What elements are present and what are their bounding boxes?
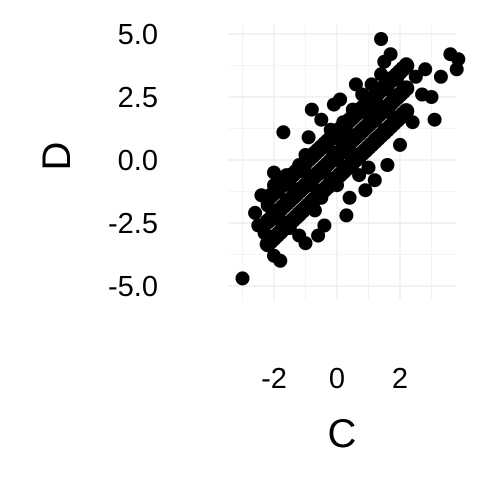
x-tick-labels: -2 0 2 xyxy=(261,363,408,395)
data-point xyxy=(418,62,433,77)
data-point xyxy=(367,173,382,188)
y-axis-title: D xyxy=(35,142,79,171)
y-tick-label: 0.0 xyxy=(118,145,158,177)
data-point xyxy=(361,160,376,175)
data-point-cluster xyxy=(398,103,415,120)
data-point xyxy=(314,112,329,127)
data-point xyxy=(267,165,281,180)
data-point xyxy=(377,54,392,69)
points xyxy=(235,32,466,286)
y-tick-label: -5.0 xyxy=(108,271,158,303)
data-point xyxy=(408,69,423,84)
x-tick-label: 0 xyxy=(329,363,345,395)
data-point xyxy=(348,77,363,92)
data-point-cluster xyxy=(398,57,415,74)
data-point xyxy=(427,112,442,127)
data-point xyxy=(235,271,250,286)
data-point xyxy=(424,90,439,104)
data-point xyxy=(248,205,263,220)
data-point xyxy=(273,253,288,268)
y-tick-label: -2.5 xyxy=(108,208,158,240)
data-point xyxy=(342,190,357,205)
data-point xyxy=(380,158,395,172)
y-tick-label: 2.5 xyxy=(118,82,158,114)
data-point xyxy=(352,168,367,183)
data-point xyxy=(393,137,407,152)
x-tick-label: 2 xyxy=(392,363,408,395)
data-point xyxy=(304,102,319,117)
data-point xyxy=(317,218,332,233)
x-tick-label: -2 xyxy=(261,363,287,395)
data-point xyxy=(339,208,354,223)
x-axis-title: C xyxy=(328,412,357,456)
data-point xyxy=(301,130,316,145)
y-tick-labels: -5.0 -2.5 0.0 2.5 5.0 xyxy=(108,19,158,303)
data-point xyxy=(358,183,373,198)
data-point xyxy=(276,125,291,140)
data-point xyxy=(433,69,448,84)
data-point xyxy=(374,32,389,46)
y-tick-label: 5.0 xyxy=(118,19,158,51)
data-point xyxy=(311,228,326,243)
data-point-cluster xyxy=(398,80,415,97)
data-point xyxy=(298,236,313,251)
data-point xyxy=(333,92,348,107)
data-point xyxy=(449,62,464,77)
